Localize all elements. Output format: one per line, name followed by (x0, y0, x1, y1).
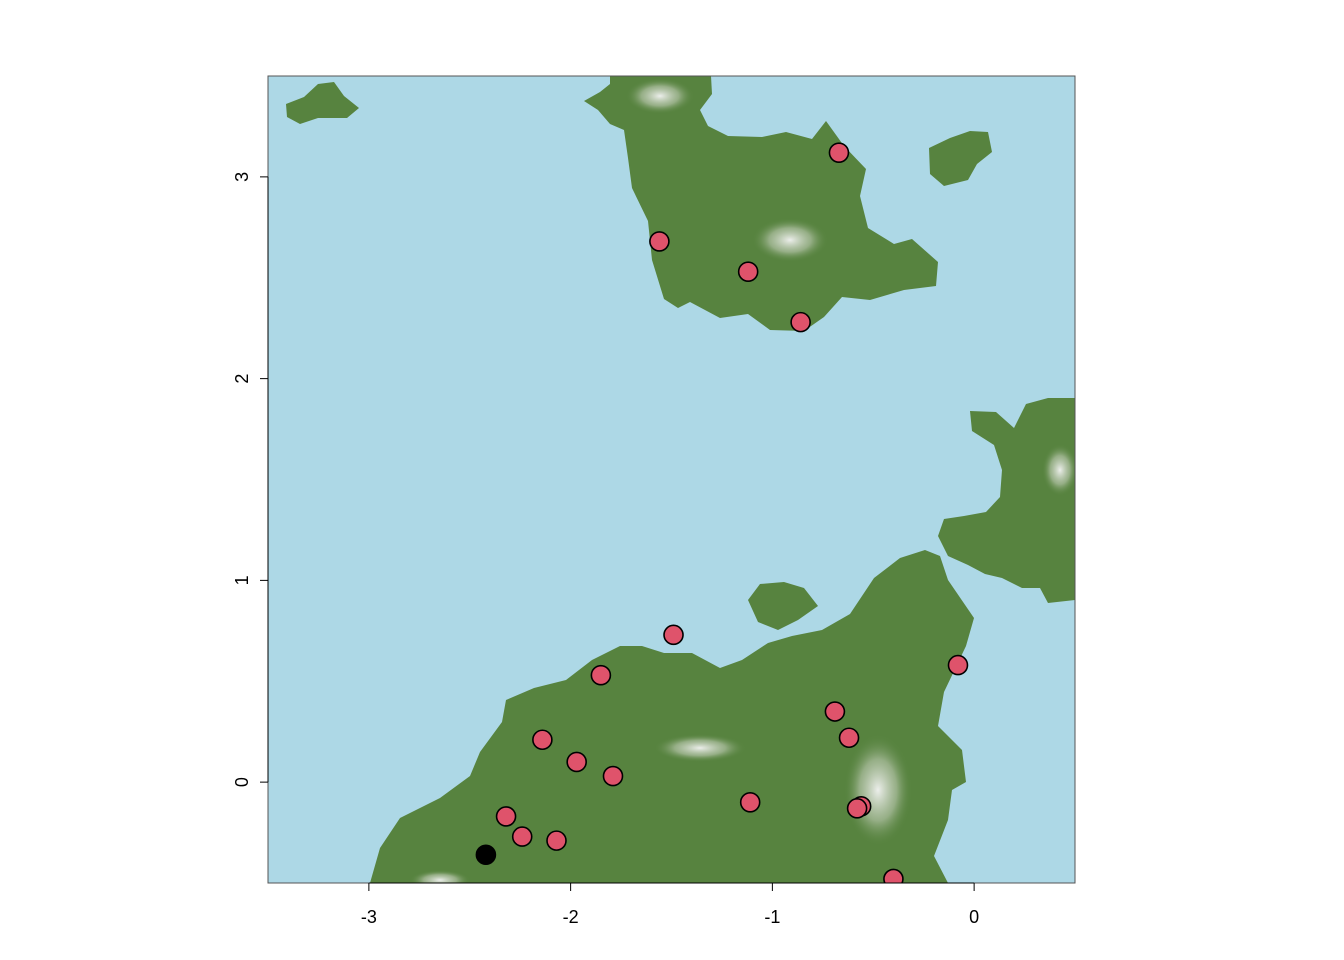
y-tick-label: 3 (232, 172, 252, 182)
data-point (883, 868, 904, 883)
data-point (602, 765, 624, 787)
data-point (824, 701, 846, 722)
data-point-highlight (475, 844, 497, 866)
points-layer (475, 142, 969, 883)
x-axis: -3 -2 -1 0 (361, 882, 979, 927)
data-point (590, 664, 612, 686)
peak-north-upper (626, 78, 694, 114)
land-east-mass (938, 398, 1075, 603)
peak-south-east (844, 734, 912, 846)
data-point (737, 261, 759, 282)
land-south-mass (370, 550, 974, 883)
data-point (546, 830, 567, 851)
land-areas (286, 76, 1075, 883)
y-axis: 0 1 2 3 (232, 172, 269, 787)
elevation-highlights (410, 78, 1075, 883)
data-point (739, 791, 761, 813)
peak-east-mass (1042, 444, 1075, 496)
land-north-island (584, 76, 938, 331)
land-top-right-islet (929, 131, 992, 186)
data-point (828, 142, 850, 163)
peak-north (752, 218, 828, 262)
data-point (947, 654, 969, 676)
x-tick-label: -1 (764, 907, 780, 927)
x-tick-label: -2 (563, 907, 579, 927)
peak-south-center (654, 734, 746, 762)
peak-south-west (410, 870, 470, 883)
data-point (790, 311, 811, 333)
data-point (846, 798, 868, 819)
data-point (838, 727, 860, 749)
data-point (495, 806, 517, 827)
data-point (649, 231, 670, 252)
land-middle-islet (748, 582, 818, 630)
data-point (511, 826, 533, 847)
data-point (566, 751, 587, 773)
y-tick-label: 1 (232, 575, 252, 585)
y-tick-label: 2 (232, 374, 252, 384)
x-tick-label: 0 (969, 907, 979, 927)
land-top-left-islet (286, 82, 359, 124)
x-tick-label: -3 (361, 907, 377, 927)
y-tick-label: 0 (232, 777, 252, 787)
data-point (532, 729, 553, 751)
data-point (663, 624, 684, 646)
